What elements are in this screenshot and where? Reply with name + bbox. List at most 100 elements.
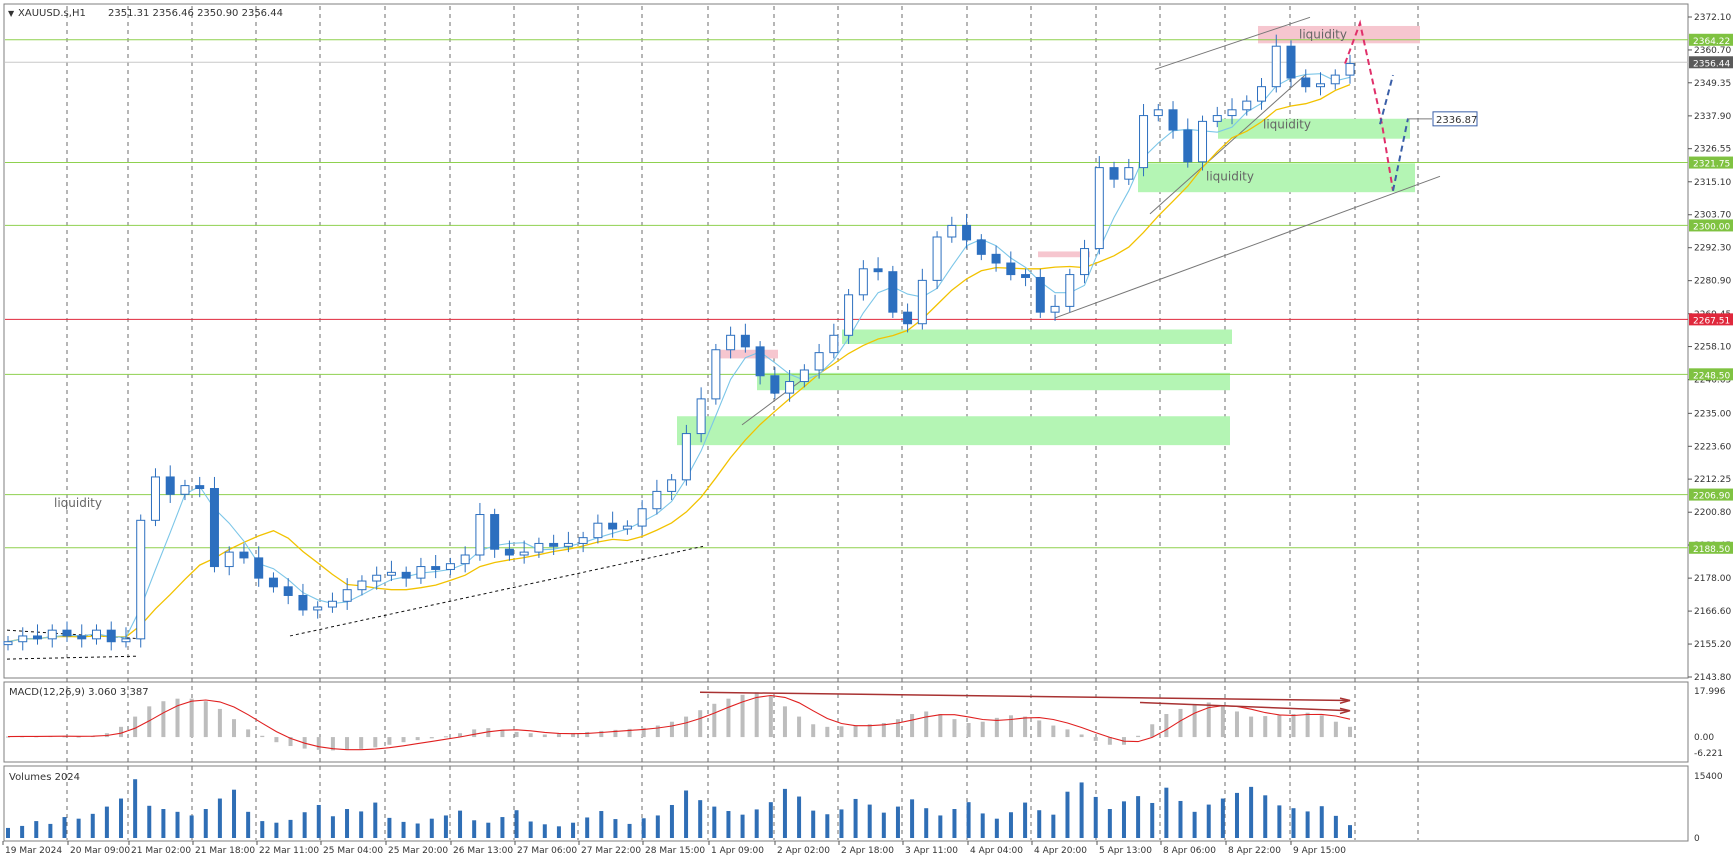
- time-tick-label: 26 Mar 13:00: [453, 846, 513, 856]
- price-tick-label: 2200.80: [1694, 508, 1731, 518]
- macd-bar: [754, 692, 759, 738]
- volume-bar: [726, 811, 731, 838]
- price-level-badge: [1689, 33, 1733, 46]
- volume-bar: [627, 823, 632, 838]
- moving-averages: [7, 73, 1351, 643]
- volume-bar: [274, 822, 279, 838]
- candle-body: [1242, 100, 1252, 111]
- projection-up-arrow: [1379, 74, 1394, 125]
- price-tick-label: 2360.70: [1694, 46, 1731, 56]
- candle-body: [1006, 262, 1016, 276]
- time-tick-label: 4 Apr 20:00: [1034, 846, 1087, 856]
- candle-body: [283, 586, 293, 596]
- macd-bar: [571, 732, 576, 738]
- macd-bar: [76, 736, 81, 738]
- candle-body: [1286, 45, 1296, 79]
- candle-body: [1035, 276, 1045, 313]
- macd-bar: [740, 694, 745, 738]
- macd-bar: [782, 706, 787, 738]
- macd-bar: [1234, 711, 1239, 738]
- macd-bar: [1023, 716, 1028, 738]
- candle-body: [1080, 248, 1090, 276]
- macd-bar: [599, 730, 604, 738]
- macd-bar: [1348, 726, 1352, 738]
- volume-bar: [825, 814, 830, 838]
- time-tick-label: 21 Mar 18:00: [195, 846, 255, 856]
- macd-bar: [288, 737, 293, 747]
- macd-bar: [133, 716, 138, 738]
- price-tick-label: 2303.70: [1694, 211, 1731, 221]
- volume-bar: [641, 818, 646, 838]
- macd-bar: [528, 733, 533, 738]
- liquidity-zone: [842, 329, 1232, 344]
- macd-bar: [994, 717, 999, 738]
- candle-body: [1153, 109, 1163, 117]
- volume-bar: [232, 789, 237, 838]
- macd-bar: [246, 729, 251, 738]
- volume-bar: [1164, 787, 1169, 838]
- macd-bar: [387, 737, 392, 745]
- candle-body: [1065, 274, 1075, 307]
- candle-body: [475, 514, 485, 556]
- candle-body: [3, 641, 13, 646]
- candle-body: [224, 551, 234, 568]
- volume-bar: [924, 808, 929, 838]
- macd-bar: [641, 727, 646, 738]
- macd-bar: [6, 736, 10, 738]
- time-tick-label: 28 Mar 15:00: [645, 846, 705, 856]
- volume-bar: [133, 779, 138, 838]
- volume-bar: [203, 809, 208, 838]
- macd-bar: [500, 729, 505, 738]
- price-axis: 2336.87 2372.10 2360.70 2349.35 2337.90 2326.…: [1408, 13, 1733, 683]
- macd-bar: [585, 731, 590, 738]
- macd-divergence-line: [1139, 701, 1351, 712]
- liquidity-zone: [1138, 163, 1415, 193]
- macd-bar: [161, 701, 166, 738]
- macd-bar: [1206, 702, 1211, 738]
- time-tick-label: 21 Mar 02:00: [131, 846, 191, 856]
- volume-bar: [782, 788, 787, 838]
- candle-body: [1316, 83, 1326, 88]
- volume-bar: [217, 798, 222, 838]
- candle-body: [268, 577, 278, 588]
- time-tick-label: 8 Apr 22:00: [1228, 846, 1281, 856]
- price-tick-label: 2143.80: [1694, 673, 1731, 683]
- candle-body: [91, 629, 101, 640]
- price-level-badge-text: 2356.44: [1693, 59, 1730, 69]
- price-tick-label: 2326.55: [1694, 145, 1731, 155]
- candle-body: [357, 580, 367, 591]
- liquidity-zone: [1258, 25, 1420, 44]
- macd-bar: [825, 726, 830, 738]
- candle-body: [342, 589, 352, 602]
- volume-bar: [910, 799, 915, 838]
- trendline: [1154, 16, 1311, 70]
- price-callout-text: 2336.87: [1436, 115, 1477, 126]
- candle-body: [770, 375, 780, 394]
- candle-body: [1168, 109, 1178, 131]
- volume-bar: [853, 798, 858, 838]
- macd-bar: [938, 714, 943, 738]
- macd-bar: [811, 724, 816, 738]
- volume-bar: [1263, 795, 1268, 838]
- candle-body: [313, 606, 323, 611]
- time-tick-label: 27 Mar 22:00: [581, 846, 641, 856]
- macd-bar: [556, 734, 561, 738]
- volume-bar: [712, 806, 717, 838]
- candlesticks: [3, 34, 1355, 651]
- volume-bar: [90, 813, 95, 838]
- collapse-arrow-icon[interactable]: ▼: [8, 9, 15, 18]
- projection-up-arrow: [1392, 118, 1409, 191]
- candle-body: [195, 485, 205, 490]
- time-tick-label: 2 Apr 18:00: [841, 846, 894, 856]
- macd-bar: [373, 737, 378, 748]
- macd-label: MACD(12,26,9) 3.060 3.387: [9, 687, 149, 698]
- liquidity-label: liquidity: [1299, 28, 1347, 42]
- volume-bar: [189, 815, 194, 838]
- macd-bar: [966, 722, 971, 738]
- volume-bar: [1136, 796, 1141, 838]
- price-tick-label: 2235.00: [1694, 409, 1731, 419]
- volume-bar: [938, 815, 943, 838]
- macd-tick-label: -6.221: [1694, 749, 1723, 759]
